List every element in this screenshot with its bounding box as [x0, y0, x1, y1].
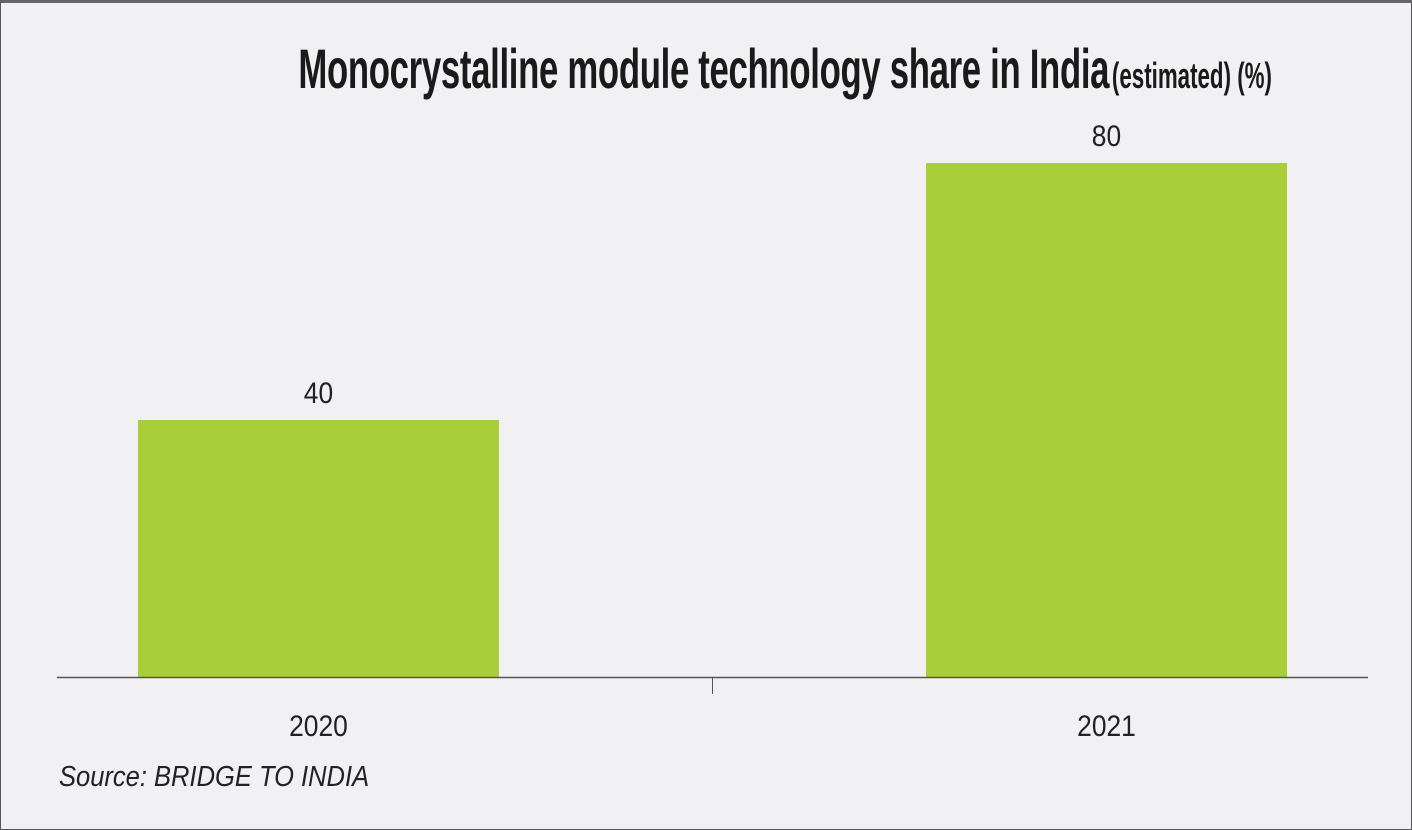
x-tick-label-2021: 2021 — [1077, 708, 1136, 742]
bar-2020 — [138, 420, 499, 677]
chart-title-suffix: (estimated) (%) — [1111, 55, 1272, 96]
x-tick-label-2020: 2020 — [289, 708, 348, 742]
bar-2021 — [926, 163, 1287, 677]
data-label-2021: 80 — [1092, 118, 1121, 152]
chart-title: Monocrystalline module technology share … — [0, 36, 1412, 101]
chart-title-main: Monocrystalline module technology share … — [298, 37, 1110, 100]
data-label-2020: 40 — [304, 375, 333, 409]
source-note: Source: BRIDGE TO INDIA — [59, 761, 370, 793]
